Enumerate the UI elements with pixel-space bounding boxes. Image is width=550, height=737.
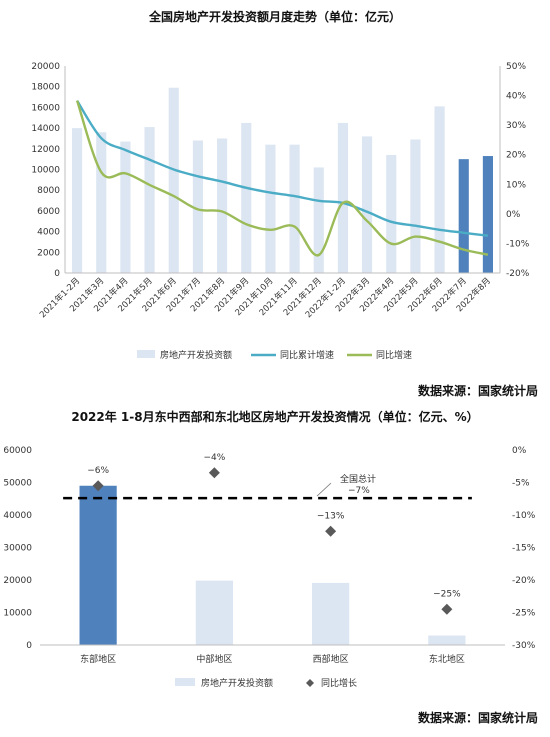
bar [362, 136, 373, 273]
legend-swatch-bar [175, 678, 195, 686]
y-right-tick: -10% [512, 511, 536, 521]
growth-data-label: −4% [203, 453, 225, 463]
bar [386, 155, 397, 273]
growth-marker [325, 525, 337, 537]
bar [265, 144, 276, 273]
y-right-tick: 50% [506, 62, 526, 72]
y-right-tick: 0% [512, 446, 527, 456]
y-left-tick: 20000 [3, 576, 32, 586]
bar [410, 139, 421, 273]
y-left-tick: 10000 [3, 609, 32, 619]
y-right-tick: -10% [506, 239, 530, 249]
bar [192, 140, 203, 273]
y-left-tick: 0 [54, 269, 60, 279]
bar [217, 138, 228, 273]
bar [337, 122, 348, 273]
bar [79, 485, 117, 645]
chart2: 0 10000 20000 30000 40000 50000 60000 -30% -25% -… [3, 446, 536, 689]
chart1-title: 全国房地产开发投资额月度走势（单位：亿元） [148, 10, 401, 24]
chart2-source: 数据来源：国家统计局 [417, 711, 538, 725]
legend-label: 同比增速 [376, 349, 412, 361]
chart2-legend: 房地产开发投资额 同比增长 [175, 677, 357, 689]
reference-value-label: −7% [348, 486, 370, 496]
bar [428, 635, 466, 645]
y-left-tick: 10000 [31, 166, 60, 176]
y-right-tick: 10% [506, 180, 526, 190]
legend-swatch-bar [137, 350, 155, 358]
y-left-tick: 12000 [31, 145, 60, 155]
y-left-tick: 16000 [31, 103, 60, 113]
chart1-legend: 房地产开发投资额 同比累计增速 同比增速 [137, 349, 412, 361]
bar [458, 159, 469, 273]
y-right-tick: -20% [506, 269, 530, 279]
bar [120, 141, 131, 273]
growth-data-label: −13% [317, 511, 345, 521]
y-left-tick: 50000 [3, 479, 32, 489]
y-right-tick: -5% [512, 479, 530, 489]
y-right-tick: -20% [512, 576, 536, 586]
bar [96, 132, 107, 273]
y-left-tick: 30000 [3, 544, 32, 554]
chart1-source: 数据来源：国家统计局 [417, 384, 538, 398]
reference-label-leader [316, 482, 332, 497]
bar [195, 580, 233, 645]
bar [312, 582, 350, 645]
y-left-tick: 4000 [37, 228, 60, 238]
y-right-tick: 30% [506, 121, 526, 131]
bar [168, 87, 179, 273]
x-tick-label: 东部地区 [80, 653, 116, 665]
bar [289, 144, 300, 273]
bar [144, 127, 155, 273]
y-right-tick: 0% [506, 210, 521, 220]
y-left-tick: 20000 [31, 62, 60, 72]
y-left-tick: 0 [26, 641, 32, 651]
y-right-tick: 40% [506, 92, 526, 102]
line-cumulative-growth [76, 99, 489, 237]
bar [434, 106, 445, 273]
growth-marker [92, 480, 104, 492]
bar [72, 128, 83, 273]
y-left-tick: 40000 [3, 511, 32, 521]
y-right-tick: 20% [506, 151, 526, 161]
chart2-title: 2022年 1-8月东中西部和东北地区房地产开发投资情况（单位：亿元、%） [71, 410, 479, 424]
legend-label: 房地产开发投资额 [160, 349, 232, 361]
legend-swatch-marker [306, 679, 314, 687]
bar [313, 167, 324, 273]
x-tick-label: 东北地区 [429, 653, 465, 665]
growth-marker [441, 603, 453, 615]
y-right-tick: -25% [512, 609, 536, 619]
y-right-tick: -30% [512, 641, 536, 651]
legend-label: 同比增长 [321, 677, 357, 689]
bar [482, 156, 493, 273]
y-left-tick: 8000 [37, 186, 60, 196]
y-right-tick: -15% [512, 544, 536, 554]
growth-data-label: −25% [433, 589, 461, 599]
chart1: 0 2000 4000 6000 8000 10000 12000 14000 16000 180… [31, 62, 530, 361]
x-tick-label: 西部地区 [313, 653, 349, 665]
x-tick-label: 中部地区 [196, 653, 232, 665]
y-left-tick: 60000 [3, 446, 32, 456]
y-left-tick: 18000 [31, 83, 60, 93]
growth-marker [208, 467, 220, 479]
legend-label: 同比累计增速 [280, 349, 334, 361]
y-left-tick: 6000 [37, 207, 60, 217]
bar [241, 122, 252, 273]
growth-data-label: −6% [87, 466, 109, 476]
legend-label: 房地产开发投资额 [201, 677, 273, 689]
y-left-tick: 14000 [31, 124, 60, 134]
reference-label: 全国总计 [340, 473, 376, 485]
y-left-tick: 2000 [37, 248, 60, 258]
line-yoy-growth [75, 100, 489, 257]
